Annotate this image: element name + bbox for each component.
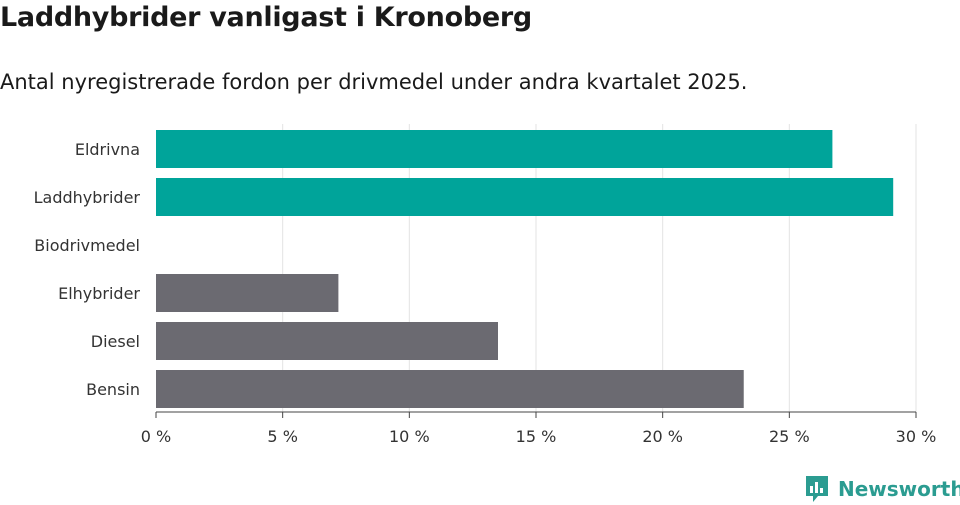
category-label: Elhybrider	[58, 284, 140, 303]
bar	[156, 370, 744, 408]
bar	[156, 130, 833, 168]
x-tick-label: 5 %	[267, 427, 297, 446]
x-tick-label: 0 %	[141, 427, 171, 446]
category-label: Laddhybrider	[34, 188, 141, 207]
x-tick-label: 30 %	[896, 427, 937, 446]
newsworthy-logo-icon	[806, 476, 828, 502]
bar	[156, 178, 894, 216]
brand-logo: Newsworthy	[804, 474, 960, 504]
category-label: Biodrivmedel	[34, 236, 140, 255]
category-label: Eldrivna	[75, 140, 140, 159]
x-tick-label: 15 %	[516, 427, 557, 446]
brand-name: Newsworthy	[838, 477, 960, 501]
chart-title: Laddhybrider vanligast i Kronoberg	[0, 2, 532, 33]
x-tick-label: 10 %	[389, 427, 430, 446]
bar	[156, 322, 498, 360]
x-tick-label: 25 %	[769, 427, 810, 446]
bar	[156, 274, 339, 312]
category-label: Diesel	[91, 332, 140, 351]
bar-chart: Eldrivna Laddhybrider Biodrivmedel Elhybrid…	[34, 124, 937, 446]
chart-subtitle: Antal nyregistrerade fordon per drivmede…	[0, 70, 748, 94]
category-label: Bensin	[86, 380, 140, 399]
x-tick-label: 20 %	[642, 427, 683, 446]
